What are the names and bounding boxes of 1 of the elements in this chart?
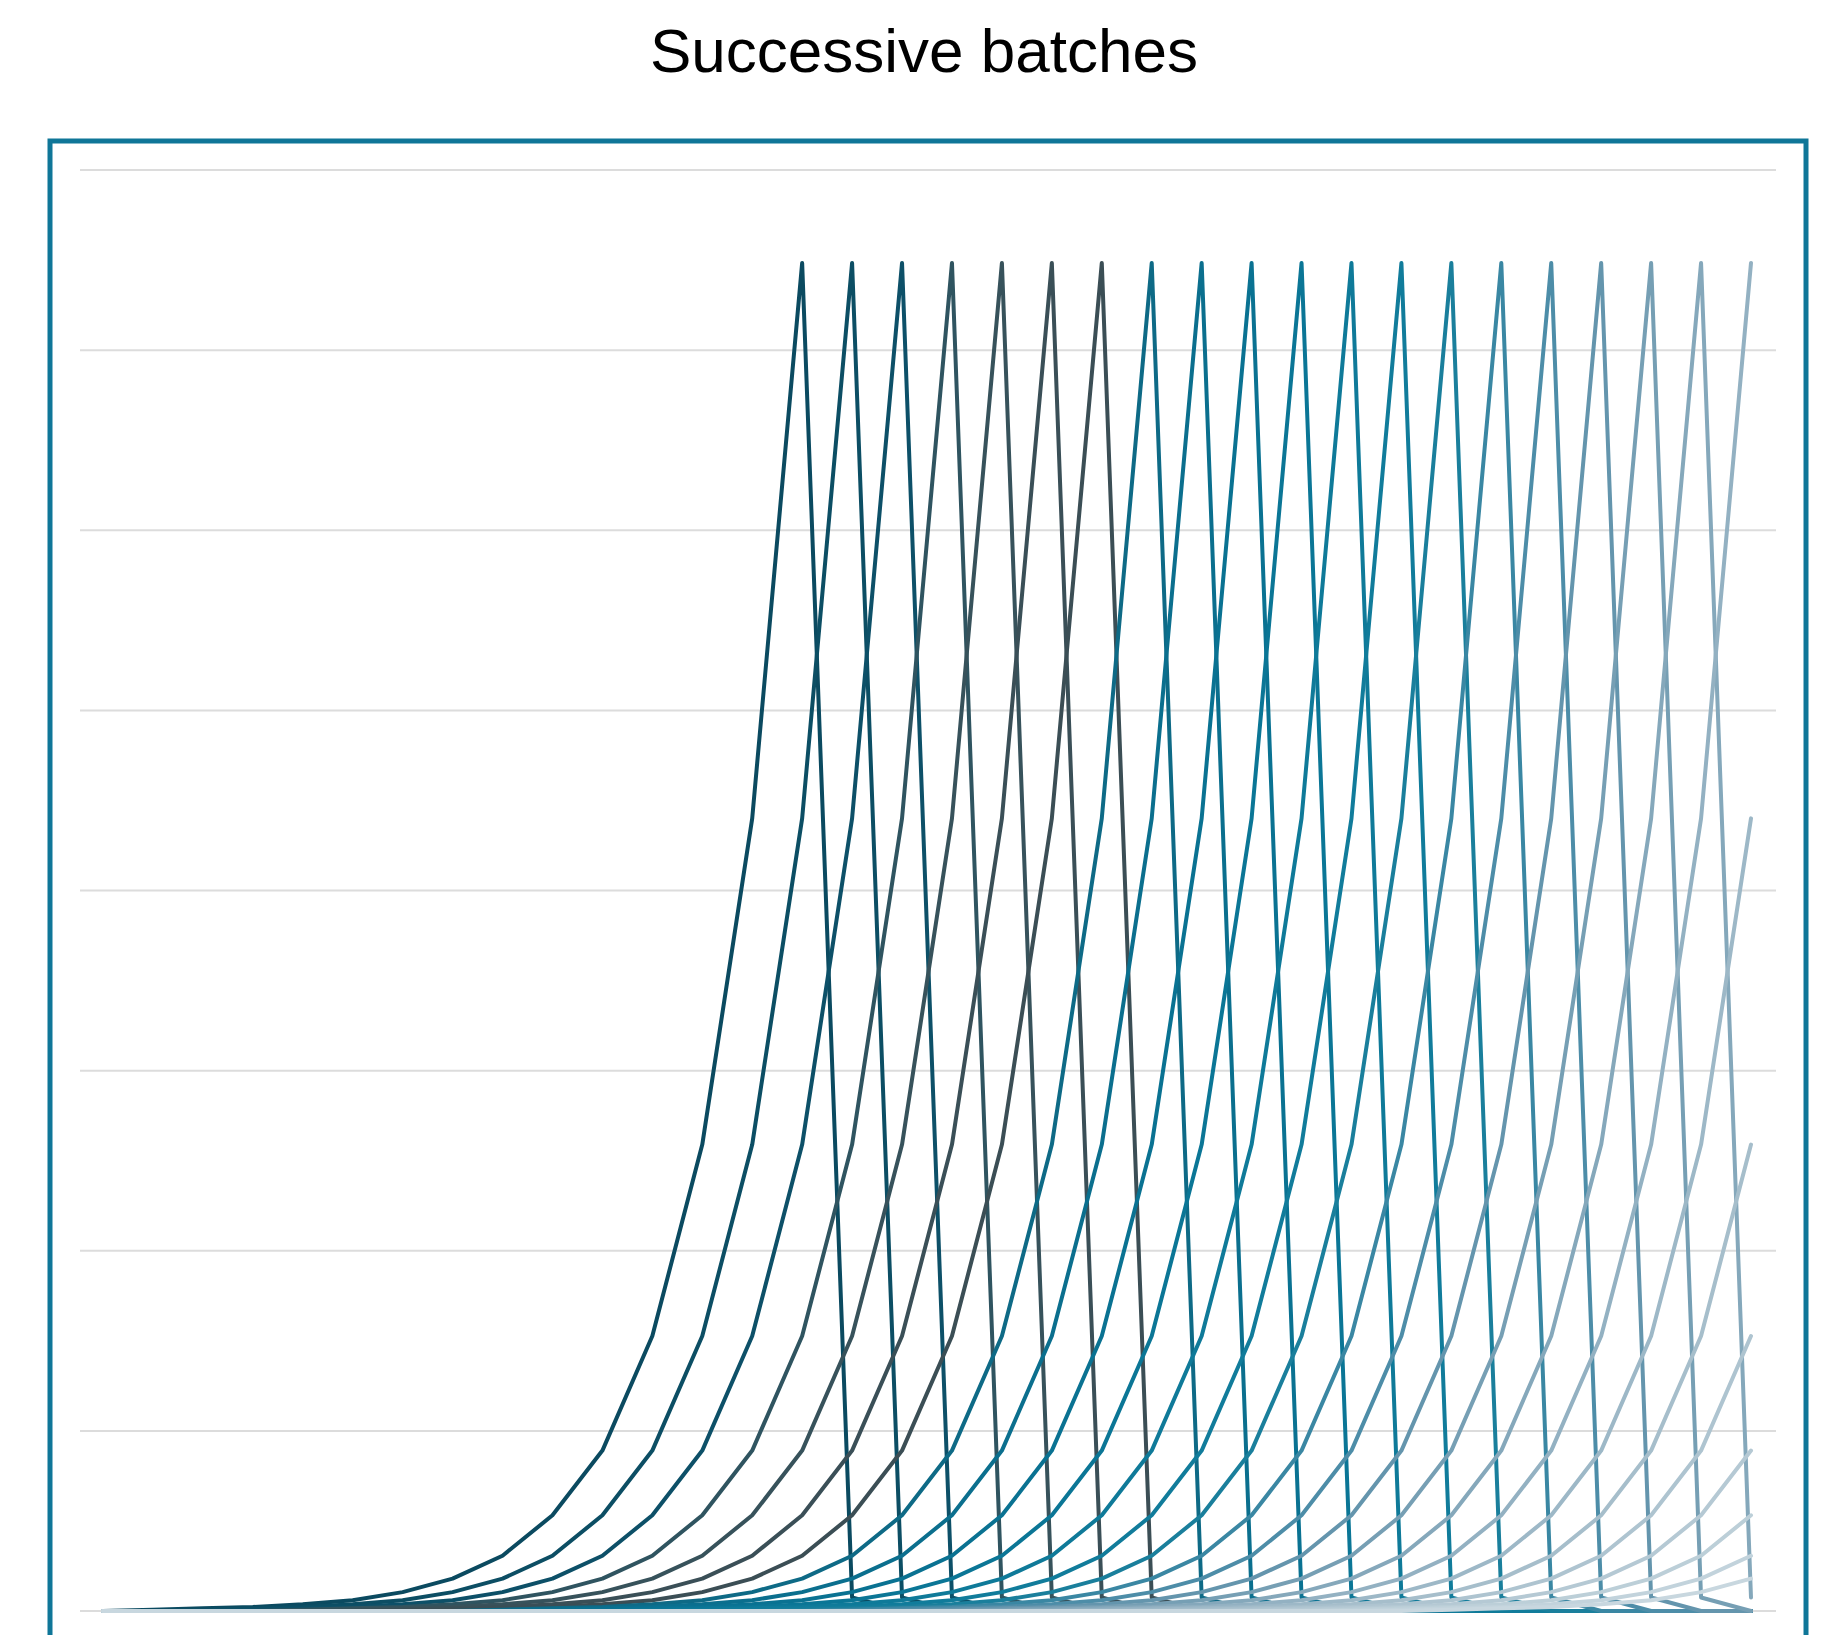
- chart-title: Successive batches: [650, 16, 1198, 85]
